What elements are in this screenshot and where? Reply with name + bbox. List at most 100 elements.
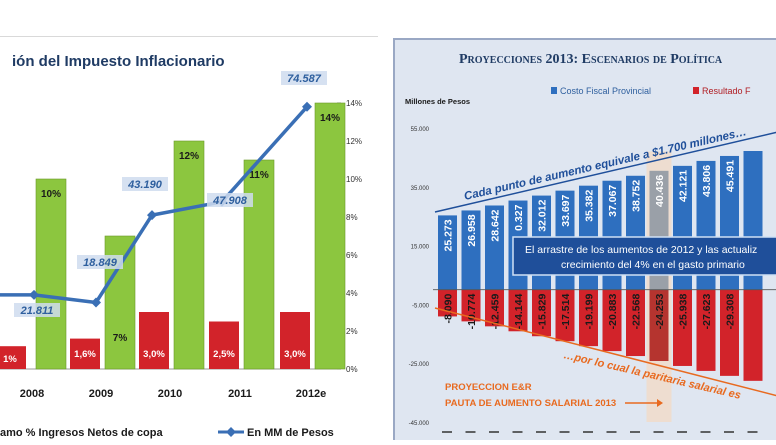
annotation-bottom-line [434, 307, 776, 397]
red-bar-label: -17.514 [560, 294, 572, 330]
green-bar-label: 11% [249, 170, 269, 181]
projection-arrow-head [657, 399, 663, 407]
red-bar [743, 289, 763, 381]
annotation-box-line1: El arrastre de los aumentos de 2012 y la… [525, 244, 757, 256]
red-bar-label: -29.308 [725, 294, 737, 330]
right-chart-title: Proyecciones 2013: Escenarios de Polític… [459, 52, 723, 67]
red-bar-label: 2,5% [213, 349, 235, 360]
legend-blue-swatch [551, 87, 557, 94]
red-bar-label: 3,0% [284, 349, 306, 360]
blue-bar-label: 26.958 [466, 214, 478, 246]
blue-bar-label: 0.327 [513, 204, 525, 230]
blue-bar-label: 43.806 [701, 165, 713, 197]
red-bar-label: -19.199 [584, 294, 596, 330]
green-bar [173, 140, 205, 370]
red-bar [720, 289, 739, 376]
right-chart: Millones de Pesos Costo Fiscal Provincial… [405, 86, 776, 433]
annotation-top-line [434, 131, 776, 213]
y-tick-label: -25.000 [409, 362, 430, 368]
red-bar [626, 289, 645, 357]
x-tick-label: 2009 [89, 388, 113, 400]
left-chart-title: ión del Impuesto Inflacionario [12, 53, 225, 70]
legend-red-label: Resultado F [702, 86, 751, 96]
red-bar-label: -12.459 [490, 294, 502, 330]
blue-bar-label: 37.067 [607, 185, 619, 217]
green-bar-label: 10% [41, 189, 61, 200]
line-data-label: 43.190 [127, 179, 163, 191]
blue-bar [438, 215, 457, 290]
red-bar-label: -10.774 [466, 294, 478, 330]
red-bar [696, 289, 716, 371]
y2-tick-label: 10% [346, 175, 362, 184]
red-bar [0, 346, 26, 369]
blue-bar [485, 205, 504, 290]
y2-tick-label: 8% [346, 213, 358, 222]
green-bar [35, 178, 67, 370]
red-bar-label: -25.938 [678, 294, 690, 330]
blue-bar-label: 33.697 [560, 194, 572, 226]
red-bar-label: 3,0% [143, 349, 165, 360]
red-bar-label: -24.253 [654, 294, 666, 330]
red-bar-label: -20.883 [607, 294, 619, 330]
green-bar-label: 14% [320, 113, 340, 124]
red-bar [139, 312, 169, 369]
annotation-box [512, 236, 776, 276]
y-tick-label: 15.000 [411, 245, 430, 251]
red-bar-label: -22.568 [631, 294, 643, 330]
legend-blue-label: Costo Fiscal Provincial [560, 86, 651, 96]
y2-tick-label: 4% [346, 289, 358, 298]
y2-tick-label: 2% [346, 327, 358, 336]
blue-bar-label: 38.752 [631, 180, 643, 212]
legend-red-swatch [693, 87, 699, 94]
green-bar-label: 12% [179, 151, 199, 162]
blue-bar [461, 210, 481, 290]
y2-tick-label: 14% [346, 99, 362, 108]
red-bar-label: -27.623 [701, 294, 713, 330]
left-chart-panel: ión del Impuesto Inflacionario 0% 2% 4% 6% 8… [0, 36, 378, 439]
red-bar [209, 321, 239, 369]
red-bar [649, 289, 669, 362]
line-label-box [14, 303, 60, 317]
legend-line-marker [226, 427, 236, 437]
pesos-line-point [91, 297, 101, 308]
red-bar-label: -14.144 [513, 294, 525, 330]
red-bar [579, 289, 598, 347]
blue-bar-label: 40.436 [654, 175, 666, 207]
blue-bar-label: 35.382 [584, 190, 596, 222]
pesos-line-point [147, 210, 157, 221]
y2-tick-label: 6% [346, 251, 358, 260]
units-label: Millones de Pesos [405, 97, 470, 106]
green-bar [314, 102, 346, 370]
pesos-line [0, 105, 309, 305]
y-tick-label: 55.000 [411, 127, 430, 133]
blue-bar-label: 25.273 [443, 219, 455, 251]
line-label-box [281, 71, 327, 85]
blue-bar-label: 32.012 [537, 199, 549, 231]
y2-tick-label: 0% [346, 365, 358, 374]
line-data-label: 47.908 [212, 195, 248, 207]
blue-bar-label: 42.121 [678, 170, 690, 202]
legend-green-label: amo % Ingresos Netos de copa [0, 427, 163, 439]
annotation-box-line2: crecimiento del 4% en el gasto primario [561, 259, 745, 271]
red-bar [70, 338, 100, 369]
red-bar [485, 289, 504, 327]
pesos-line-point [302, 101, 312, 112]
blue-bar-label: 28.642 [490, 209, 502, 241]
line-label-box [122, 177, 168, 191]
red-bar [280, 312, 310, 369]
line-data-label: 18.849 [83, 257, 118, 269]
red-bar-label: 1% [3, 354, 17, 365]
red-bar [555, 289, 575, 342]
red-bar [532, 289, 551, 337]
blue-bar-label: 45.491 [725, 160, 737, 192]
left-chart: 0% 2% 4% 6% 8% 10% 12% 14% 10% 7% 12% 11% 14% 1% 1,6% 3… [0, 71, 362, 439]
red-bar [508, 289, 528, 332]
line-label-box [207, 193, 253, 207]
line-label-box [77, 255, 123, 269]
green-bar [243, 159, 275, 370]
red-bar [602, 289, 622, 352]
x-tick-label: 2010 [158, 388, 182, 400]
y-tick-label: 35.000 [411, 186, 430, 192]
y-tick-label: -5.000 [412, 303, 430, 309]
y2-tick-label: 12% [346, 137, 362, 146]
